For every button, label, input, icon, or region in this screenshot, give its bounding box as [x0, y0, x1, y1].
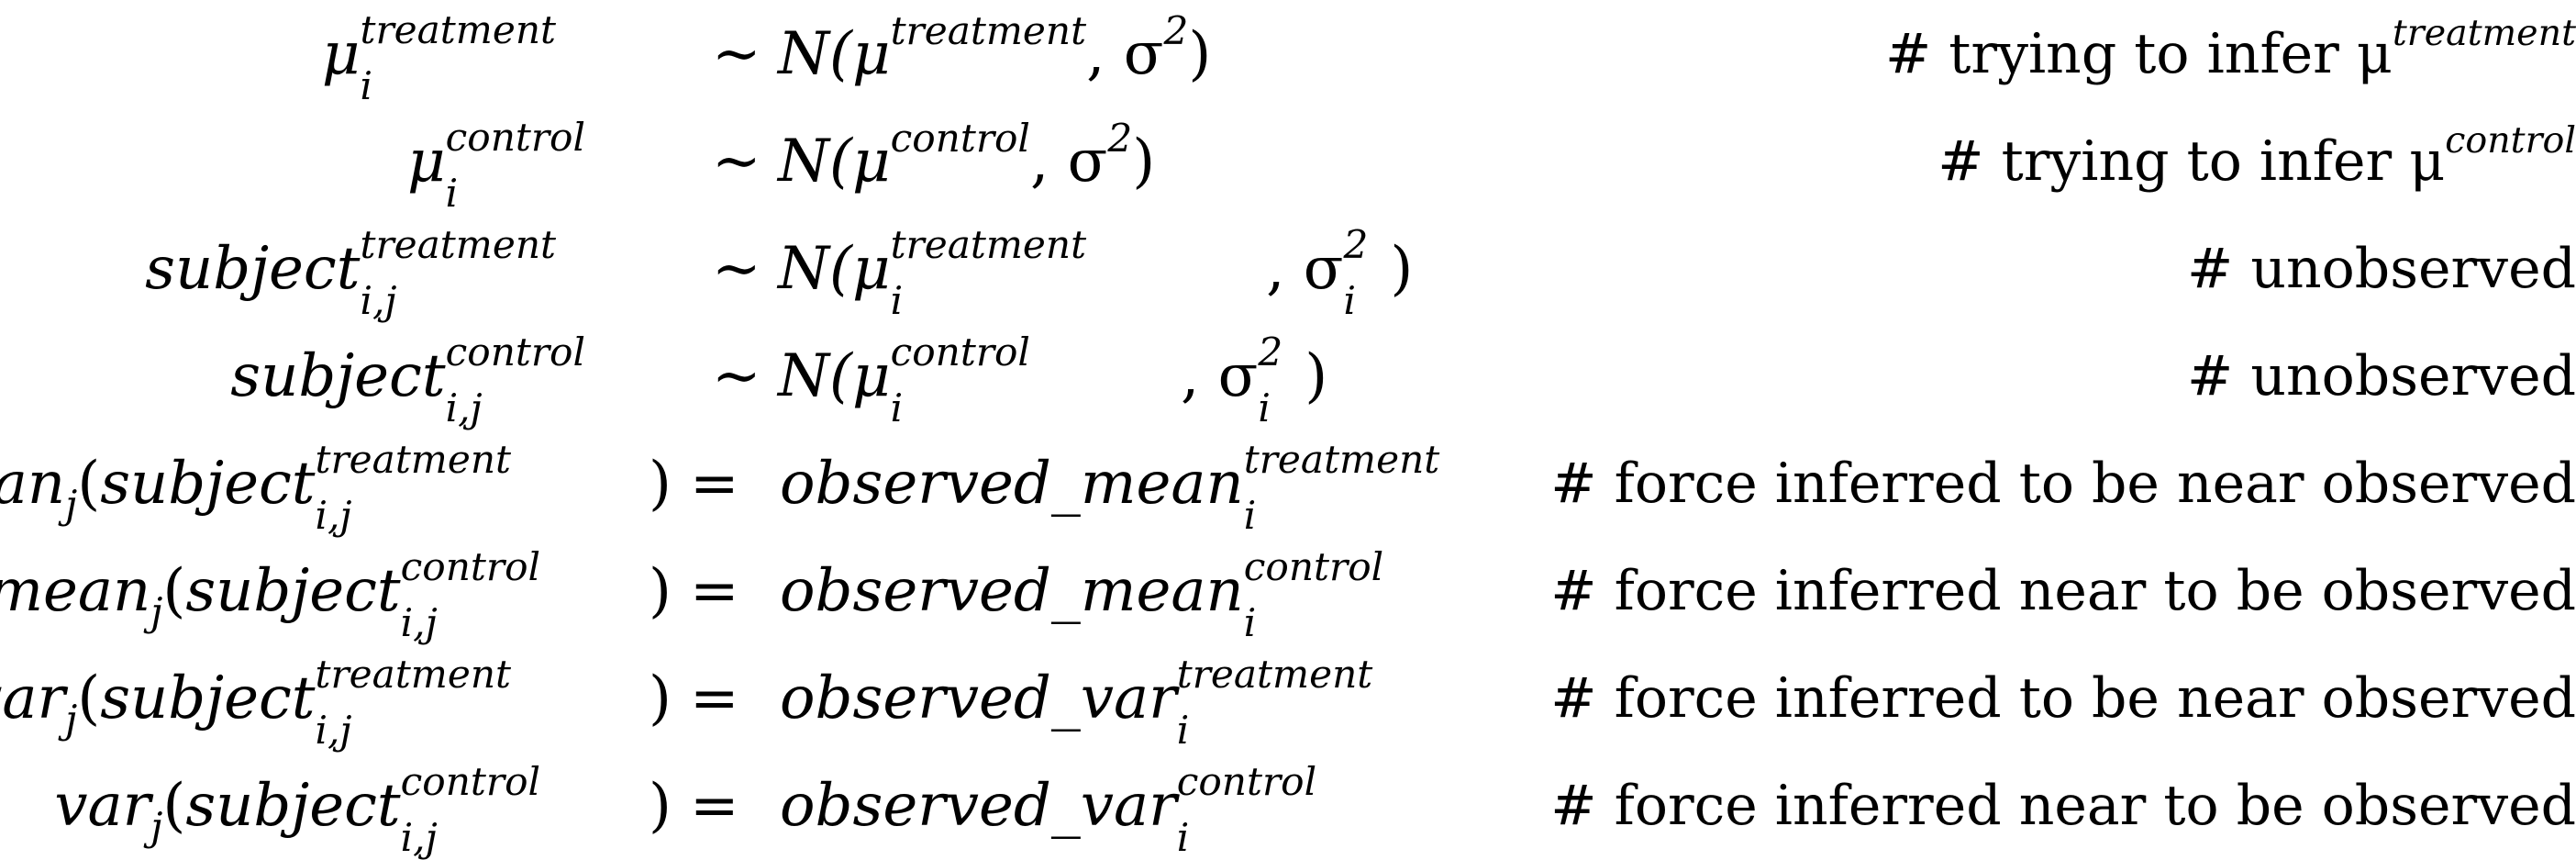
equation-row-8: varj(subject control i,j) = observed_var co… — [0, 752, 2576, 860]
equation-row-1: μ treatment i ∼ N(μtreatment, σ2) # trying… — [0, 0, 2576, 108]
equation-comment: # unobserved — [2187, 237, 2576, 301]
equation-rhs: observed_mean treatment i — [780, 437, 1440, 538]
relation-symbol: ∼ — [712, 235, 761, 303]
equation-comment: # force inferred to be near observed — [1550, 452, 2576, 516]
equation-lhs: μ treatment i — [321, 7, 556, 108]
equation-lhs: subject control i,j — [230, 329, 585, 430]
relation-symbol: ∼ — [712, 128, 761, 195]
relation-symbol: ∼ — [712, 342, 761, 410]
equation-row-4: subject control i,j ∼ N(μ control i, σ 2 i) # … — [0, 322, 2576, 430]
equation-row-2: μ control i ∼ N(μcontrol, σ2) # trying to … — [0, 107, 2576, 216]
equation-rhs: observed_var treatment i — [780, 652, 1373, 753]
equation-lhs: μ control i — [407, 115, 585, 216]
relation-symbol: = — [690, 772, 739, 840]
equation-row-6: meanj(subject control i,j) = observed_mean… — [0, 537, 2576, 645]
equation-rhs: N(μtreatment, σ2) — [778, 8, 1212, 88]
equation-rhs: N(μ treatment i, σ 2 i) — [778, 222, 1414, 323]
equation-comment: # force inferred near to be observed — [1550, 774, 2576, 838]
equation-comment: # trying to infer μcontrol — [1938, 119, 2576, 194]
equation-comment: # force inferred to be near observed — [1550, 666, 2576, 731]
equation-lhs: varj(subject control i,j) — [54, 759, 672, 860]
equation-comment: # trying to infer μtreatment — [1884, 12, 2576, 86]
equation-rhs: observed_mean control i — [780, 544, 1384, 645]
equation-comment: # force inferred near to be observed — [1550, 559, 2576, 623]
equation-rhs: observed_var control i — [780, 759, 1317, 860]
equation-lhs: subject treatment i,j — [145, 222, 556, 323]
equation-rhs: N(μcontrol, σ2) — [778, 116, 1156, 195]
relation-symbol: = — [690, 665, 739, 732]
relation-symbol: = — [690, 450, 739, 518]
relation-symbol: = — [690, 557, 739, 625]
equation-comment: # unobserved — [2187, 344, 2576, 408]
equation-rhs: N(μ control i, σ 2 i) — [778, 329, 1328, 430]
equation-lhs: meanj(subject control i,j) — [0, 544, 672, 645]
relation-symbol: ∼ — [712, 20, 761, 88]
